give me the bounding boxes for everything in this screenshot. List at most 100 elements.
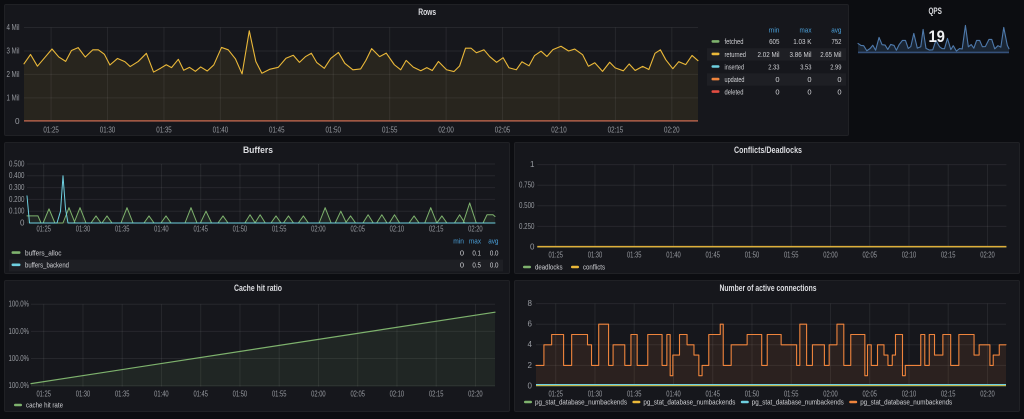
svg-text:updated: updated	[725, 75, 745, 84]
svg-text:max: max	[800, 26, 812, 35]
svg-text:0: 0	[837, 75, 841, 84]
svg-text:01:25: 01:25	[36, 224, 51, 233]
svg-text:01:55: 01:55	[272, 224, 287, 233]
svg-text:01:30: 01:30	[588, 250, 603, 259]
svg-text:0: 0	[530, 242, 535, 251]
svg-text:2 Mil: 2 Mil	[7, 70, 20, 79]
svg-text:fetched: fetched	[725, 37, 744, 46]
svg-text:3.53: 3.53	[800, 62, 811, 71]
svg-text:01:30: 01:30	[76, 224, 91, 233]
svg-text:deadlocks: deadlocks	[535, 263, 563, 272]
svg-text:02:15: 02:15	[429, 389, 444, 398]
svg-text:Buffers: Buffers	[243, 145, 273, 156]
svg-text:1.03 K: 1.03 K	[793, 37, 811, 46]
svg-text:2.99: 2.99	[830, 62, 841, 71]
svg-text:02:15: 02:15	[429, 224, 444, 233]
svg-text:pg_stat_database_numbackends: pg_stat_database_numbackends	[535, 398, 627, 407]
svg-text:0.400: 0.400	[9, 171, 25, 180]
svg-text:01:25: 01:25	[548, 389, 563, 398]
svg-text:01:35: 01:35	[627, 389, 642, 398]
svg-text:02:15: 02:15	[608, 125, 624, 134]
svg-text:01:30: 01:30	[588, 389, 603, 398]
svg-text:0.300: 0.300	[9, 183, 25, 192]
svg-text:100.0%: 100.0%	[9, 327, 30, 336]
svg-text:2.33: 2.33	[768, 62, 779, 71]
svg-text:0.0: 0.0	[490, 261, 499, 270]
svg-text:8: 8	[528, 299, 533, 308]
svg-text:deleted: deleted	[725, 87, 744, 96]
svg-text:02:00: 02:00	[823, 389, 838, 398]
svg-text:2.65 Mil: 2.65 Mil	[820, 50, 842, 59]
svg-text:02:10: 02:10	[902, 250, 917, 259]
svg-text:returned: returned	[725, 50, 747, 59]
svg-text:2.02 Mil: 2.02 Mil	[758, 50, 780, 59]
svg-text:4 Mil: 4 Mil	[7, 23, 20, 32]
svg-text:0: 0	[775, 75, 779, 84]
svg-text:02:10: 02:10	[551, 125, 567, 134]
svg-text:Number of active connections: Number of active connections	[720, 283, 817, 294]
svg-text:01:45: 01:45	[705, 250, 720, 259]
svg-text:19: 19	[928, 27, 945, 46]
svg-text:pg_stat_database_numbackends: pg_stat_database_numbackends	[643, 398, 735, 407]
svg-text:02:10: 02:10	[390, 389, 405, 398]
svg-text:01:50: 01:50	[325, 125, 341, 134]
svg-text:01:55: 01:55	[272, 389, 287, 398]
svg-text:01:40: 01:40	[154, 389, 169, 398]
svg-text:inserted: inserted	[725, 62, 745, 71]
svg-text:01:45: 01:45	[193, 224, 208, 233]
svg-text:Conflicts/Deadlocks: Conflicts/Deadlocks	[734, 145, 802, 156]
svg-text:02:15: 02:15	[941, 389, 956, 398]
svg-text:02:00: 02:00	[823, 250, 838, 259]
svg-text:0.0: 0.0	[490, 248, 499, 257]
svg-text:02:15: 02:15	[941, 250, 956, 259]
svg-text:pg_stat_database_numbackends: pg_stat_database_numbackends	[860, 398, 952, 407]
svg-text:02:20: 02:20	[980, 389, 995, 398]
svg-text:01:40: 01:40	[154, 224, 169, 233]
svg-text:01:35: 01:35	[627, 250, 642, 259]
svg-text:01:45: 01:45	[193, 389, 208, 398]
svg-text:3.86 Mil: 3.86 Mil	[790, 50, 812, 59]
svg-text:max: max	[469, 236, 481, 245]
svg-text:0: 0	[807, 87, 811, 96]
svg-text:4: 4	[528, 340, 533, 349]
svg-text:buffers_backend: buffers_backend	[25, 261, 69, 270]
svg-text:01:35: 01:35	[115, 389, 130, 398]
svg-text:02:00: 02:00	[311, 224, 326, 233]
svg-text:01:55: 01:55	[784, 250, 799, 259]
svg-text:buffers_alloc: buffers_alloc	[25, 248, 62, 257]
svg-text:02:05: 02:05	[862, 250, 877, 259]
svg-text:0: 0	[460, 261, 464, 270]
svg-text:01:30: 01:30	[100, 125, 116, 134]
svg-text:100.0%: 100.0%	[9, 354, 30, 363]
svg-text:100.0%: 100.0%	[9, 300, 30, 309]
svg-text:01:50: 01:50	[233, 224, 248, 233]
svg-text:01:50: 01:50	[745, 250, 760, 259]
svg-text:01:35: 01:35	[115, 224, 130, 233]
svg-text:0.5: 0.5	[472, 261, 481, 270]
svg-text:QPS: QPS	[928, 6, 942, 17]
svg-text:01:40: 01:40	[213, 125, 229, 134]
svg-text:0: 0	[528, 381, 533, 390]
svg-text:02:05: 02:05	[862, 389, 877, 398]
svg-text:01:25: 01:25	[43, 125, 59, 134]
svg-text:conflicts: conflicts	[583, 263, 605, 272]
svg-text:0: 0	[837, 87, 841, 96]
svg-text:0.200: 0.200	[9, 195, 25, 204]
svg-text:2: 2	[528, 361, 533, 370]
svg-text:02:20: 02:20	[664, 125, 680, 134]
svg-text:01:55: 01:55	[382, 125, 398, 134]
svg-text:pg_stat_database_numbackends: pg_stat_database_numbackends	[752, 398, 844, 407]
svg-text:1: 1	[530, 160, 535, 169]
svg-text:3 Mil: 3 Mil	[7, 47, 20, 56]
svg-text:01:50: 01:50	[745, 389, 760, 398]
svg-text:02:00: 02:00	[311, 389, 326, 398]
svg-text:avg: avg	[831, 26, 841, 35]
svg-text:02:10: 02:10	[390, 224, 405, 233]
svg-text:0.500: 0.500	[519, 201, 535, 210]
svg-text:02:05: 02:05	[350, 389, 365, 398]
svg-text:min: min	[453, 236, 464, 245]
svg-text:02:00: 02:00	[438, 125, 454, 134]
svg-text:01:25: 01:25	[36, 389, 51, 398]
svg-text:0: 0	[460, 248, 464, 257]
svg-text:0.250: 0.250	[519, 222, 535, 231]
